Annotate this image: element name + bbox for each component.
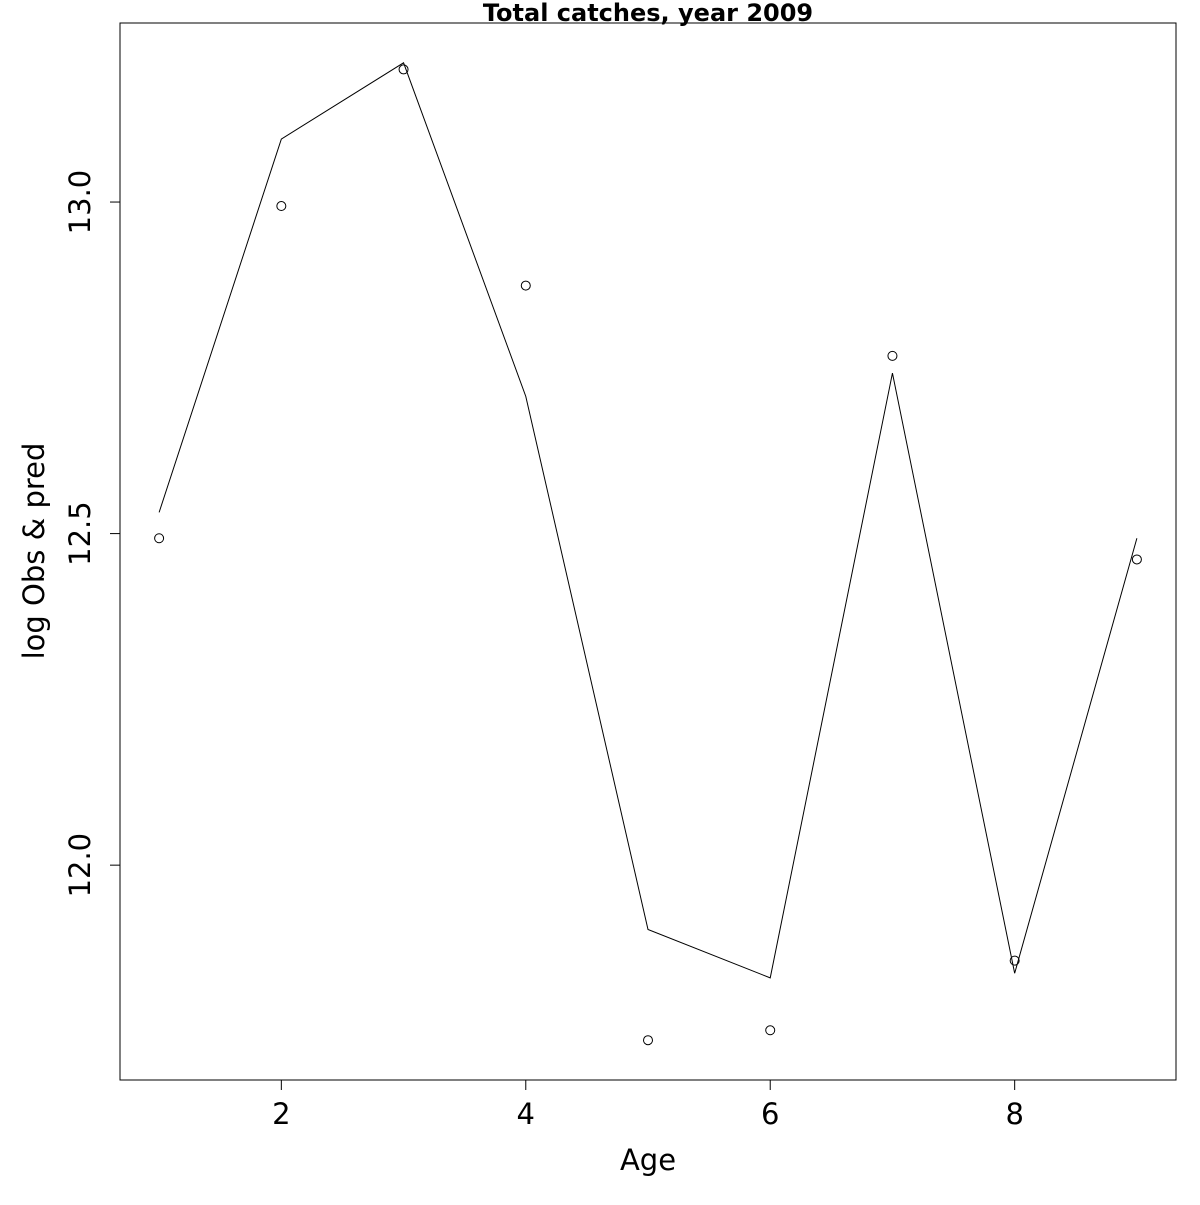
observed-point — [154, 533, 165, 544]
x-tick-label: 8 — [1005, 1097, 1023, 1131]
observed-point — [398, 64, 409, 75]
y-tick-label: 12.5 — [63, 501, 97, 566]
x-axis: 2 4 6 8 — [272, 1079, 1024, 1131]
x-tick-label: 4 — [517, 1097, 535, 1131]
predicted-line — [158, 62, 1138, 979]
y-axis-label: log Obs & pred — [17, 443, 51, 660]
x-tick-label: 2 — [272, 1097, 290, 1131]
x-axis-label: Age — [620, 1143, 676, 1177]
y-tick-label: 13.0 — [63, 170, 97, 235]
observed-point — [520, 280, 531, 291]
observed-point — [765, 1025, 776, 1036]
x-tick-label: 6 — [761, 1097, 779, 1131]
chart-title: Total catches, year 2009 — [483, 0, 813, 27]
observed-point — [1009, 955, 1020, 966]
observed-point — [1131, 554, 1142, 565]
observed-point — [887, 350, 898, 361]
plot-frame — [119, 22, 1177, 1081]
series-layer — [154, 62, 1142, 1046]
y-tick-label: 12.0 — [63, 833, 97, 898]
y-axis: 12.0 12.5 13.0 — [63, 170, 121, 898]
observed-point — [276, 201, 287, 212]
observed-point — [643, 1035, 653, 1046]
